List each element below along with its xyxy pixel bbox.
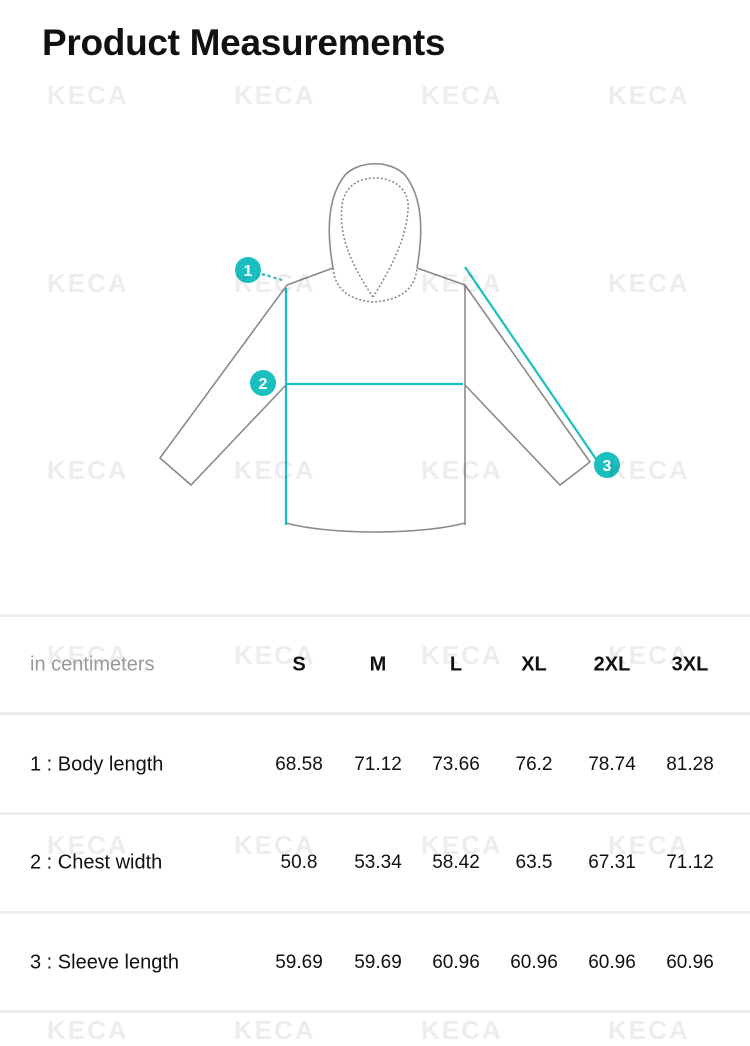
size-header: XL bbox=[521, 653, 547, 676]
watermark: KECA bbox=[47, 1015, 129, 1045]
measurement-value: 59.69 bbox=[275, 952, 323, 973]
watermark: KECA bbox=[421, 1015, 503, 1045]
watermark: KECA bbox=[608, 80, 690, 110]
watermark: KECA bbox=[47, 268, 129, 298]
measurement-value: 60.96 bbox=[432, 952, 480, 973]
watermark: KECA bbox=[608, 830, 690, 860]
size-header: M bbox=[369, 653, 387, 676]
body-bottom bbox=[285, 522, 466, 533]
hood-bottom bbox=[332, 267, 418, 303]
row-label: 3 : Sleeve length bbox=[30, 951, 179, 974]
measurement-value: 53.34 bbox=[354, 852, 402, 873]
measurement-value: 59.69 bbox=[354, 952, 402, 973]
row-label: 1 : Body length bbox=[30, 753, 164, 776]
measurement-value: 67.31 bbox=[588, 852, 636, 873]
watermark: KECA bbox=[234, 830, 316, 860]
measurement-value: 63.5 bbox=[515, 852, 553, 873]
marker-2: 2 bbox=[250, 370, 276, 396]
watermark: KECA bbox=[47, 830, 129, 860]
marker-number: 1 bbox=[244, 263, 253, 280]
measurement-value: 81.28 bbox=[666, 754, 714, 775]
sleeve-length-line bbox=[464, 266, 599, 463]
measurement-value: 60.96 bbox=[510, 952, 558, 973]
measurement-value: 71.12 bbox=[666, 852, 714, 873]
watermark: KECA bbox=[421, 640, 503, 670]
watermark: KECA bbox=[47, 640, 129, 670]
divider bbox=[0, 812, 750, 815]
row-label: 2 : Chest width bbox=[30, 851, 163, 874]
right-sleeve bbox=[464, 284, 592, 487]
measurement-value: 68.58 bbox=[275, 754, 323, 775]
watermark: KECA bbox=[234, 455, 316, 485]
hood bbox=[328, 163, 422, 269]
watermark: KECA bbox=[47, 455, 129, 485]
marker-1: 1 bbox=[235, 257, 261, 283]
left-shoulder bbox=[286, 267, 334, 286]
watermark: KECA bbox=[608, 1015, 690, 1045]
measurement-value: 71.12 bbox=[354, 754, 402, 775]
divider bbox=[0, 911, 750, 914]
marker-number: 3 bbox=[603, 458, 612, 475]
page-title: Product Measurements bbox=[42, 22, 446, 63]
watermark: KECA bbox=[608, 268, 690, 298]
divider bbox=[0, 712, 750, 715]
watermark: KECA bbox=[234, 640, 316, 670]
shoulder-dashed-line bbox=[261, 272, 286, 283]
watermark: KECA bbox=[421, 80, 503, 110]
hoodie-outline bbox=[158, 163, 592, 533]
size-header: S bbox=[292, 653, 306, 676]
watermark: KECA bbox=[234, 80, 316, 110]
watermark: KECA bbox=[421, 830, 503, 860]
watermark: KECA bbox=[608, 455, 690, 485]
marker-number: 2 bbox=[259, 376, 268, 393]
marker-3: 3 bbox=[594, 452, 620, 478]
watermark: KECA bbox=[608, 640, 690, 670]
measurement-value: 60.96 bbox=[666, 952, 714, 973]
size-header: 2XL bbox=[593, 653, 631, 676]
divider bbox=[0, 1010, 750, 1013]
divider bbox=[0, 614, 750, 617]
watermark: KECA bbox=[47, 80, 129, 110]
size-header: 3XL bbox=[671, 653, 709, 676]
measurement-value: 76.2 bbox=[515, 754, 553, 775]
right-shoulder bbox=[416, 267, 466, 286]
watermark: KECA bbox=[234, 268, 316, 298]
size-header: L bbox=[449, 653, 463, 676]
hoodie-diagram: 1 2 3 bbox=[158, 163, 620, 533]
measurement-value: 73.66 bbox=[432, 754, 480, 775]
measurement-value: 50.8 bbox=[280, 852, 318, 873]
measurement-value: 60.96 bbox=[588, 952, 636, 973]
watermark: KECA bbox=[421, 455, 503, 485]
watermark: KECA bbox=[234, 1015, 316, 1045]
unit-label: in centimeters bbox=[30, 653, 155, 676]
watermark: KECA bbox=[421, 268, 503, 298]
hood-inner bbox=[340, 177, 409, 298]
measurement-value: 78.74 bbox=[588, 754, 636, 775]
left-sleeve bbox=[158, 284, 288, 487]
measurement-value: 58.42 bbox=[432, 852, 480, 873]
